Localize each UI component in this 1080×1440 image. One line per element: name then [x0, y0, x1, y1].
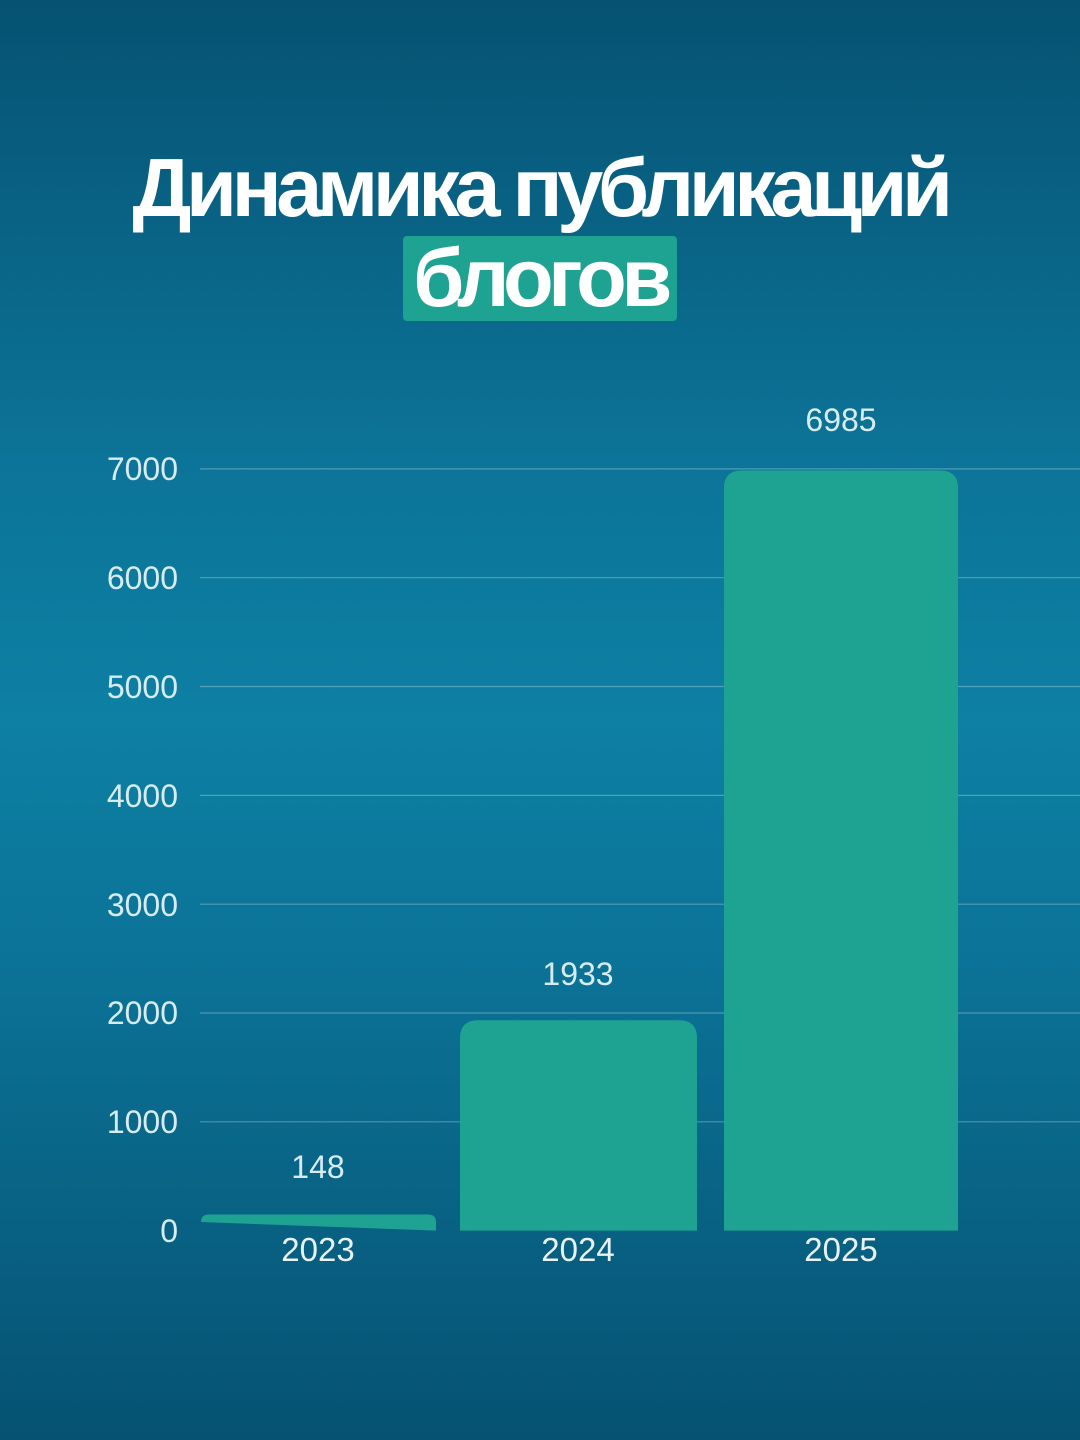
svg-text:6000: 6000: [107, 560, 178, 596]
svg-text:1933: 1933: [542, 956, 613, 992]
svg-text:5000: 5000: [107, 669, 178, 705]
svg-text:2024: 2024: [541, 1231, 614, 1268]
svg-text:7000: 7000: [107, 451, 178, 487]
svg-text:148: 148: [291, 1149, 344, 1185]
svg-text:2000: 2000: [107, 995, 178, 1031]
svg-text:2025: 2025: [804, 1231, 877, 1268]
svg-text:0: 0: [160, 1213, 178, 1249]
svg-text:2023: 2023: [281, 1231, 354, 1268]
svg-text:1000: 1000: [107, 1104, 178, 1140]
svg-text:3000: 3000: [107, 887, 178, 923]
svg-text:6985: 6985: [805, 402, 876, 438]
svg-text:4000: 4000: [107, 778, 178, 814]
